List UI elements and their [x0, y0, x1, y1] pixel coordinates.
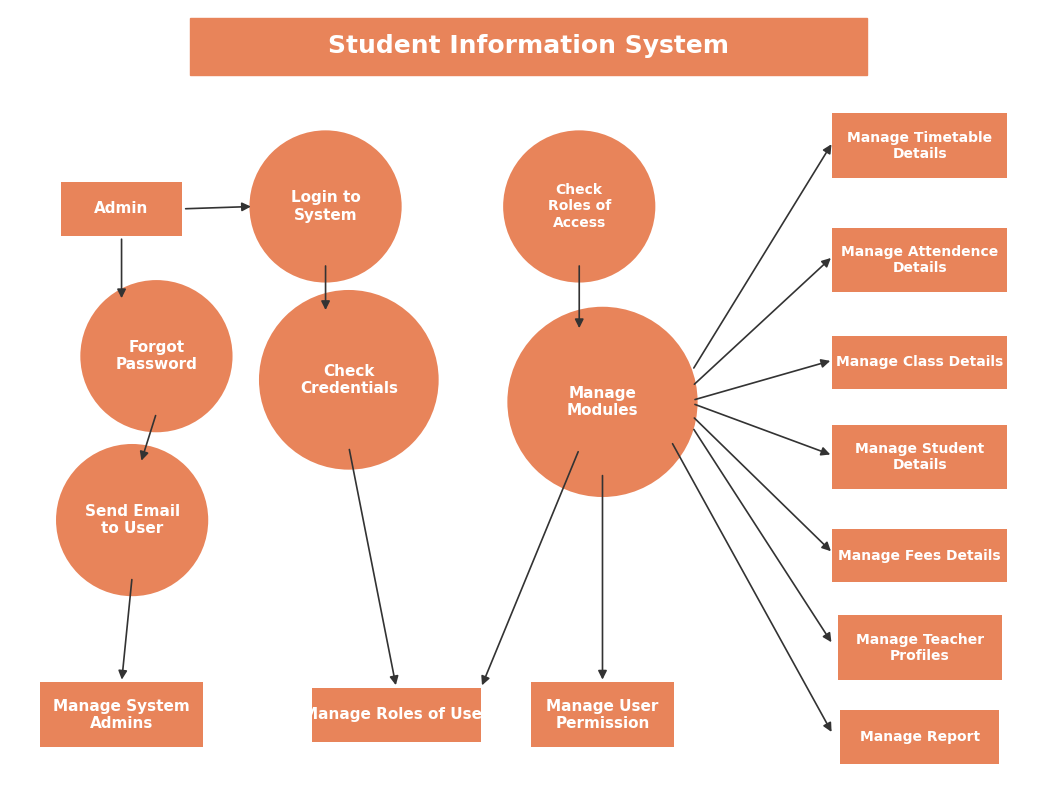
- Text: Check
Credentials: Check Credentials: [300, 363, 397, 396]
- FancyBboxPatch shape: [312, 688, 481, 742]
- Text: Manage User
Permission: Manage User Permission: [546, 698, 659, 731]
- FancyBboxPatch shape: [833, 228, 1006, 292]
- Ellipse shape: [507, 307, 698, 497]
- Ellipse shape: [249, 130, 402, 283]
- FancyBboxPatch shape: [833, 529, 1006, 582]
- FancyBboxPatch shape: [833, 336, 1006, 389]
- Ellipse shape: [80, 280, 233, 433]
- Text: Manage Attendence
Details: Manage Attendence Details: [841, 245, 998, 275]
- Text: Manage
Modules: Manage Modules: [567, 385, 638, 418]
- Text: Manage System
Admins: Manage System Admins: [53, 698, 190, 731]
- Text: Manage Report: Manage Report: [859, 730, 980, 744]
- Text: Manage Student
Details: Manage Student Details: [855, 442, 984, 472]
- Text: Manage Fees Details: Manage Fees Details: [838, 548, 1001, 563]
- FancyBboxPatch shape: [837, 615, 1002, 680]
- FancyBboxPatch shape: [531, 682, 674, 747]
- FancyBboxPatch shape: [40, 682, 203, 747]
- Text: Student Information System: Student Information System: [328, 35, 729, 58]
- FancyBboxPatch shape: [833, 425, 1006, 489]
- FancyBboxPatch shape: [840, 710, 999, 764]
- Text: Check
Roles of
Access: Check Roles of Access: [548, 184, 611, 229]
- Text: Manage Roles of User: Manage Roles of User: [303, 707, 489, 723]
- Ellipse shape: [56, 444, 208, 597]
- Ellipse shape: [503, 130, 655, 283]
- Text: Forgot
Password: Forgot Password: [115, 340, 198, 373]
- Text: Login to
System: Login to System: [291, 190, 360, 223]
- FancyBboxPatch shape: [190, 18, 867, 75]
- Text: Manage Timetable
Details: Manage Timetable Details: [847, 131, 993, 161]
- Ellipse shape: [259, 290, 439, 470]
- Text: Admin: Admin: [94, 201, 149, 217]
- FancyBboxPatch shape: [61, 182, 183, 236]
- Text: Manage Teacher
Profiles: Manage Teacher Profiles: [855, 633, 984, 663]
- Text: Send Email
to User: Send Email to User: [85, 504, 180, 537]
- FancyBboxPatch shape: [833, 113, 1006, 178]
- Text: Manage Class Details: Manage Class Details: [836, 355, 1003, 370]
